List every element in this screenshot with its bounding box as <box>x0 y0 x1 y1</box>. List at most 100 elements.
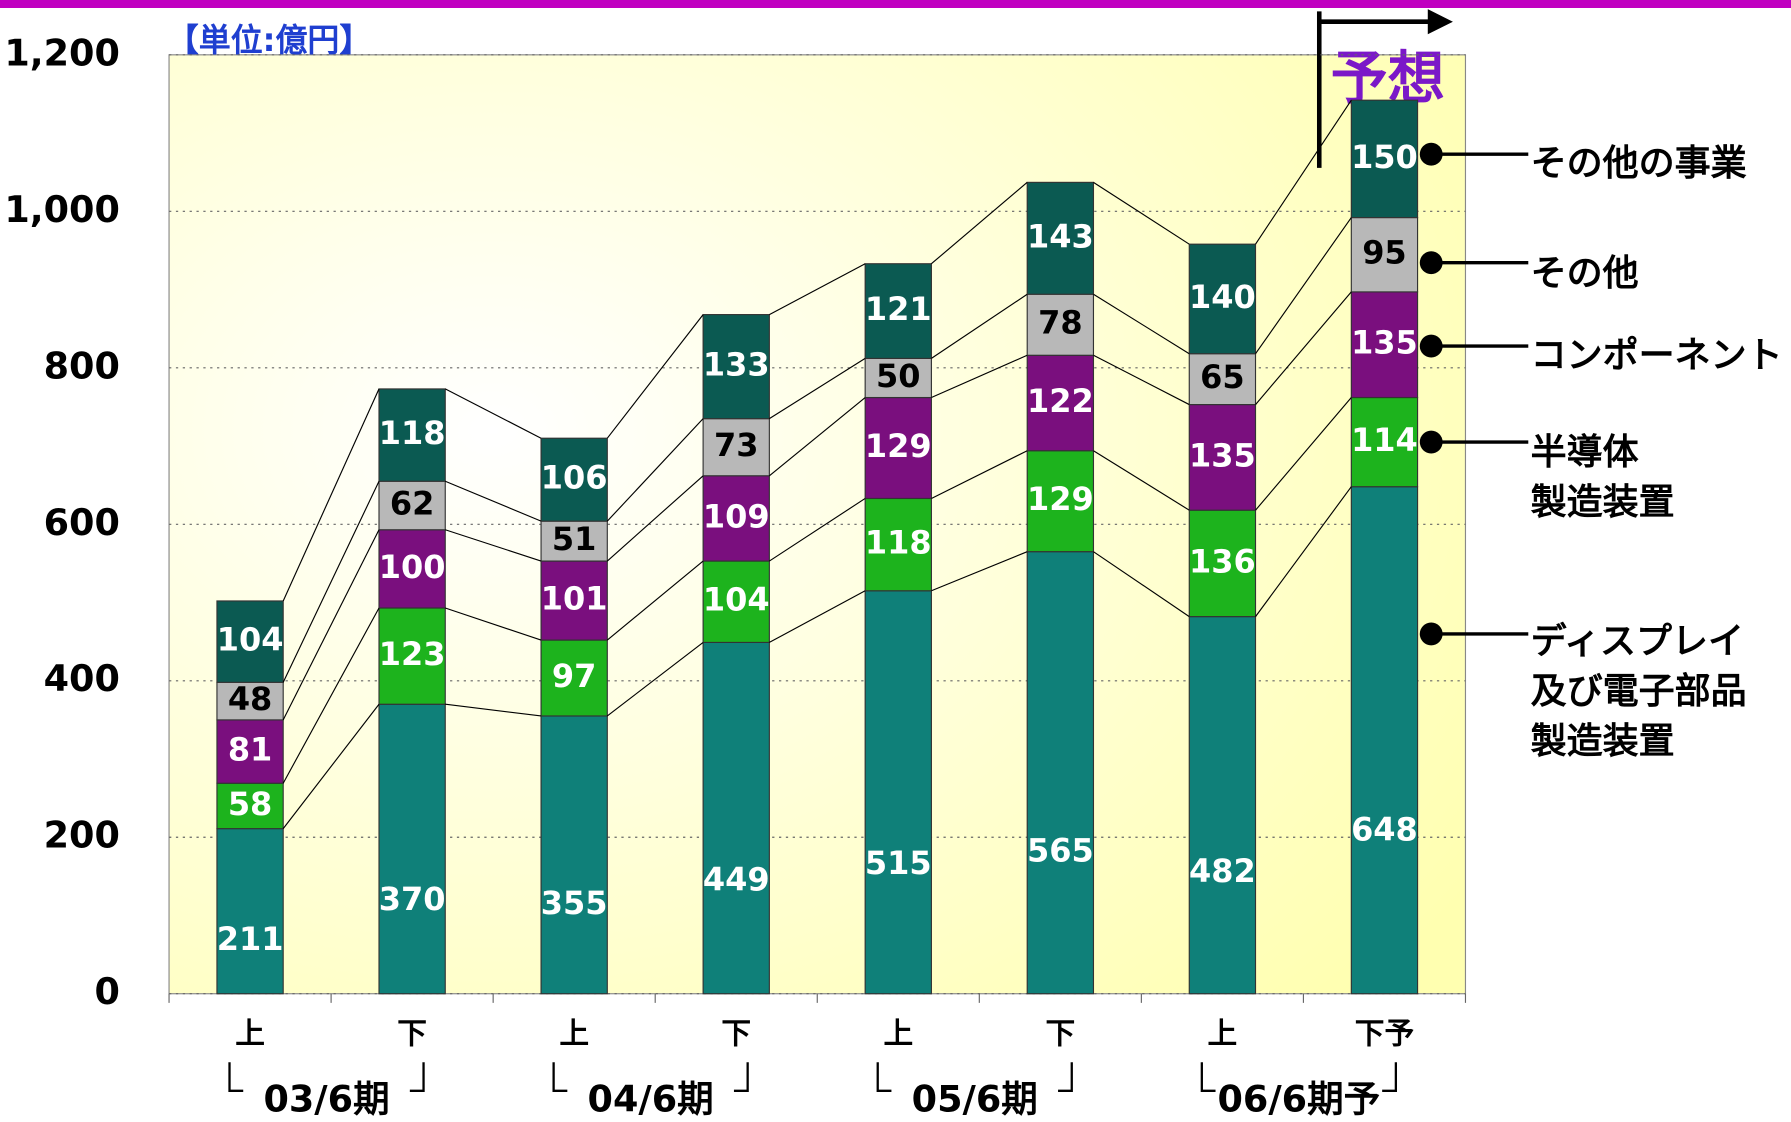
connector <box>1255 291 1352 405</box>
bar-segment <box>1350 216 1419 293</box>
connector <box>931 293 1028 359</box>
bar-segment <box>702 418 770 477</box>
y-tick-label: 1,000 <box>4 188 120 231</box>
bar-segment <box>1188 243 1257 355</box>
bar-segment <box>702 641 770 995</box>
bar-segment <box>702 475 770 562</box>
bar-segment <box>378 529 446 609</box>
value-label: 370 <box>379 880 446 918</box>
y-tick-label: 600 <box>44 501 120 544</box>
value-label: 78 <box>1038 304 1083 342</box>
group-label: 06/6期予 <box>1217 1078 1380 1121</box>
legend-label: コンポーネント <box>1530 335 1783 377</box>
connector <box>931 181 1028 265</box>
value-label: 482 <box>1189 852 1256 890</box>
connector <box>606 560 704 641</box>
value-label: 95 <box>1362 234 1407 272</box>
bar-segment <box>864 263 932 359</box>
connector <box>445 703 542 717</box>
bar-segment <box>216 719 284 784</box>
bar-segment <box>216 600 284 683</box>
value-label: 140 <box>1189 278 1256 316</box>
bar-segment <box>1026 450 1095 553</box>
value-label: 122 <box>1027 382 1094 420</box>
bar-segment <box>216 782 284 830</box>
value-label: 449 <box>703 860 770 898</box>
bar-segment <box>1026 354 1095 452</box>
group-bracket <box>228 1062 425 1092</box>
connector <box>606 418 704 522</box>
connector <box>606 475 704 562</box>
bar-segment <box>540 715 608 995</box>
connector <box>444 388 542 439</box>
y-tick-label: 800 <box>44 344 120 387</box>
value-label: 143 <box>1027 217 1094 255</box>
bar-segment <box>1350 486 1419 995</box>
x-tick-label: 上 <box>235 1016 265 1051</box>
value-label: 565 <box>1027 831 1094 869</box>
connector <box>1093 181 1190 245</box>
x-tick-label: 下 <box>397 1016 427 1051</box>
connector <box>606 641 704 717</box>
group-label: 04/6期 <box>588 1078 714 1121</box>
y-tick-label: 400 <box>44 657 120 700</box>
bar-segment <box>378 607 446 705</box>
value-label: 65 <box>1200 358 1245 396</box>
value-label: 123 <box>379 635 446 673</box>
legend-label: ディスプレイ 及び電子部品 製造装置 <box>1530 620 1747 762</box>
value-label: 58 <box>228 785 273 823</box>
connector <box>282 480 380 683</box>
group-bracket <box>1200 1062 1398 1092</box>
group-label: 03/6期 <box>263 1078 389 1121</box>
connector <box>1255 99 1352 245</box>
connector <box>769 263 866 316</box>
value-label: 104 <box>217 621 284 659</box>
value-label: 118 <box>865 524 932 562</box>
value-label: 109 <box>703 497 770 535</box>
value-label: 81 <box>228 731 273 769</box>
unit-label: 【単位:億円】 <box>167 21 372 59</box>
connector <box>1093 354 1190 406</box>
value-label: 648 <box>1351 810 1418 848</box>
bar-segment <box>540 520 608 562</box>
bar-segment <box>540 437 608 522</box>
bar-segment <box>1026 181 1095 295</box>
bar-segment <box>1188 616 1257 995</box>
value-label: 135 <box>1351 324 1418 362</box>
x-tick-label: 上 <box>559 1016 589 1051</box>
connector <box>769 497 866 562</box>
bar-segment <box>864 396 932 500</box>
bar-segment <box>864 590 932 995</box>
group-bracket <box>876 1062 1073 1092</box>
value-label: 48 <box>228 680 273 718</box>
y-tick-label: 0 <box>94 970 119 1013</box>
x-tick-label: 上 <box>1208 1016 1238 1051</box>
legend-label: その他 <box>1530 253 1639 294</box>
bar-segment <box>702 560 770 643</box>
bar-segment <box>378 703 446 995</box>
value-label: 355 <box>541 884 608 922</box>
group-label: 05/6期 <box>912 1078 1038 1121</box>
connector <box>445 607 542 641</box>
value-label: 129 <box>1027 480 1094 518</box>
bar-segment <box>1026 551 1095 995</box>
bar-segment <box>864 497 932 592</box>
connector <box>282 388 380 602</box>
x-tick-label: 下予 <box>1355 1016 1415 1051</box>
value-label: 114 <box>1351 421 1418 459</box>
connector <box>1093 551 1190 618</box>
connector <box>1093 450 1190 511</box>
bar-segment <box>540 560 608 641</box>
y-tick-label: 1,200 <box>4 31 120 74</box>
value-label: 100 <box>379 548 446 586</box>
connector <box>1255 217 1352 355</box>
arrow-head <box>1427 9 1453 35</box>
value-label: 129 <box>865 427 932 465</box>
group-bracket <box>552 1062 749 1092</box>
value-label: 101 <box>541 580 608 618</box>
value-label: 106 <box>541 459 608 497</box>
bar-segment <box>1188 403 1257 511</box>
value-label: 97 <box>552 657 597 695</box>
